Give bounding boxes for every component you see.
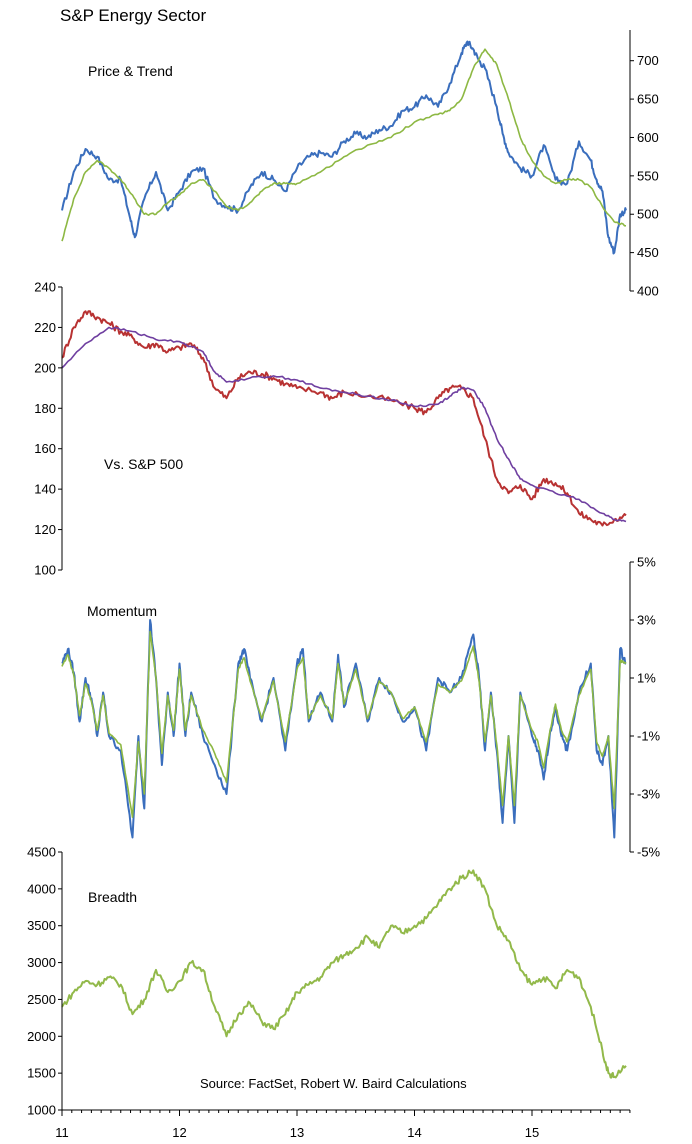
series-layer <box>61 40 627 1079</box>
labels-layer: 400 450 500 550 600 650 700 Price & Trend 100 120… <box>27 53 660 1140</box>
momentum-y-tick-label: -3% <box>637 787 661 802</box>
breadth-y-tick-label: 4000 <box>27 881 56 896</box>
price-panel-label: Price & Trend <box>88 63 173 79</box>
breadth-y-tick-label: 2500 <box>27 992 56 1007</box>
x-tick-label: 11 <box>55 1125 69 1140</box>
x-tick-label: 13 <box>290 1125 304 1140</box>
breadth-panel-label: Breadth <box>88 889 137 905</box>
axes-layer <box>58 30 634 1116</box>
relative-series-0-line <box>61 310 627 527</box>
x-tick-label: 15 <box>525 1125 539 1140</box>
chart-title: S&P Energy Sector <box>60 6 207 25</box>
relative-y-tick-label: 240 <box>34 280 56 295</box>
momentum-series-1-line <box>61 630 627 818</box>
x-tick-label: 12 <box>172 1125 186 1140</box>
x-tick-label: 14 <box>407 1125 421 1140</box>
price-y-tick-label: 500 <box>637 207 659 222</box>
relative-y-tick-label: 220 <box>34 320 56 335</box>
momentum-series-0-line <box>61 619 627 839</box>
price-series-1-line <box>61 48 627 242</box>
momentum-y-tick-label: 1% <box>637 671 656 686</box>
relative-y-tick-label: 200 <box>34 360 56 375</box>
relative-series-1-line <box>61 326 627 523</box>
momentum-y-tick-label: -1% <box>637 729 661 744</box>
momentum-y-tick-label: -5% <box>637 845 661 860</box>
momentum-y-tick-label: 3% <box>637 613 656 628</box>
source-note: Source: FactSet, Robert W. Baird Calcula… <box>200 1076 467 1091</box>
momentum-y-tick-label: 5% <box>637 555 656 570</box>
relative-y-tick-label: 180 <box>34 401 56 416</box>
breadth-y-tick-label: 1000 <box>27 1103 56 1118</box>
price-y-tick-label: 400 <box>637 284 659 299</box>
breadth-y-tick-label: 2000 <box>27 1029 56 1044</box>
price-y-tick-label: 550 <box>637 168 659 183</box>
relative-y-tick-label: 120 <box>34 522 56 537</box>
price-series-0-line <box>61 40 627 255</box>
relative-y-tick-label: 100 <box>34 563 56 578</box>
price-y-tick-label: 650 <box>637 92 659 107</box>
price-y-tick-label: 700 <box>637 53 659 68</box>
price-y-tick-label: 600 <box>637 130 659 145</box>
breadth-series-0-line <box>61 869 627 1079</box>
relative-y-tick-label: 160 <box>34 441 56 456</box>
breadth-y-tick-label: 4500 <box>27 845 56 860</box>
relative-panel-label: Vs. S&P 500 <box>104 456 183 472</box>
breadth-y-tick-label: 3500 <box>27 918 56 933</box>
breadth-y-tick-label: 3000 <box>27 955 56 970</box>
momentum-panel-label: Momentum <box>87 603 157 619</box>
breadth-y-tick-label: 1500 <box>27 1066 56 1081</box>
price-y-tick-label: 450 <box>637 245 659 260</box>
relative-y-tick-label: 140 <box>34 482 56 497</box>
